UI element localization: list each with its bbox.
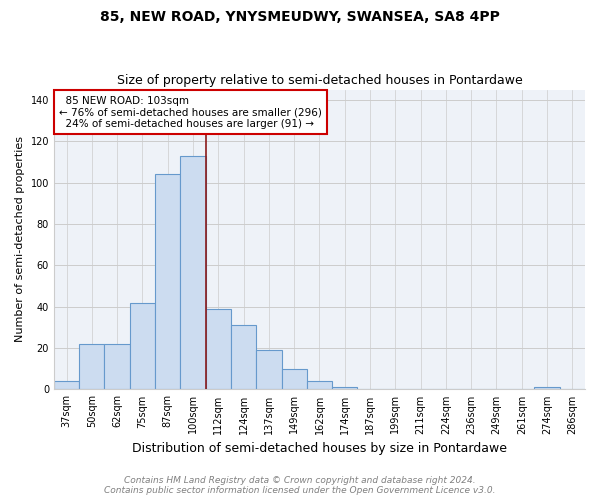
Bar bbox=[307, 381, 332, 390]
Bar bbox=[54, 381, 79, 390]
Bar bbox=[256, 350, 281, 390]
Bar bbox=[231, 326, 256, 390]
Bar bbox=[155, 174, 181, 390]
Bar bbox=[332, 388, 358, 390]
Bar bbox=[281, 368, 307, 390]
Text: Contains HM Land Registry data © Crown copyright and database right 2024.
Contai: Contains HM Land Registry data © Crown c… bbox=[104, 476, 496, 495]
Text: 85, NEW ROAD, YNYSMEUDWY, SWANSEA, SA8 4PP: 85, NEW ROAD, YNYSMEUDWY, SWANSEA, SA8 4… bbox=[100, 10, 500, 24]
Bar bbox=[535, 388, 560, 390]
Title: Size of property relative to semi-detached houses in Pontardawe: Size of property relative to semi-detach… bbox=[116, 74, 523, 87]
X-axis label: Distribution of semi-detached houses by size in Pontardawe: Distribution of semi-detached houses by … bbox=[132, 442, 507, 455]
Bar bbox=[206, 309, 231, 390]
Bar bbox=[130, 302, 155, 390]
Bar bbox=[181, 156, 206, 390]
Bar bbox=[79, 344, 104, 390]
Text: 85 NEW ROAD: 103sqm
← 76% of semi-detached houses are smaller (296)
  24% of sem: 85 NEW ROAD: 103sqm ← 76% of semi-detach… bbox=[59, 96, 322, 129]
Bar bbox=[104, 344, 130, 390]
Y-axis label: Number of semi-detached properties: Number of semi-detached properties bbox=[15, 136, 25, 342]
